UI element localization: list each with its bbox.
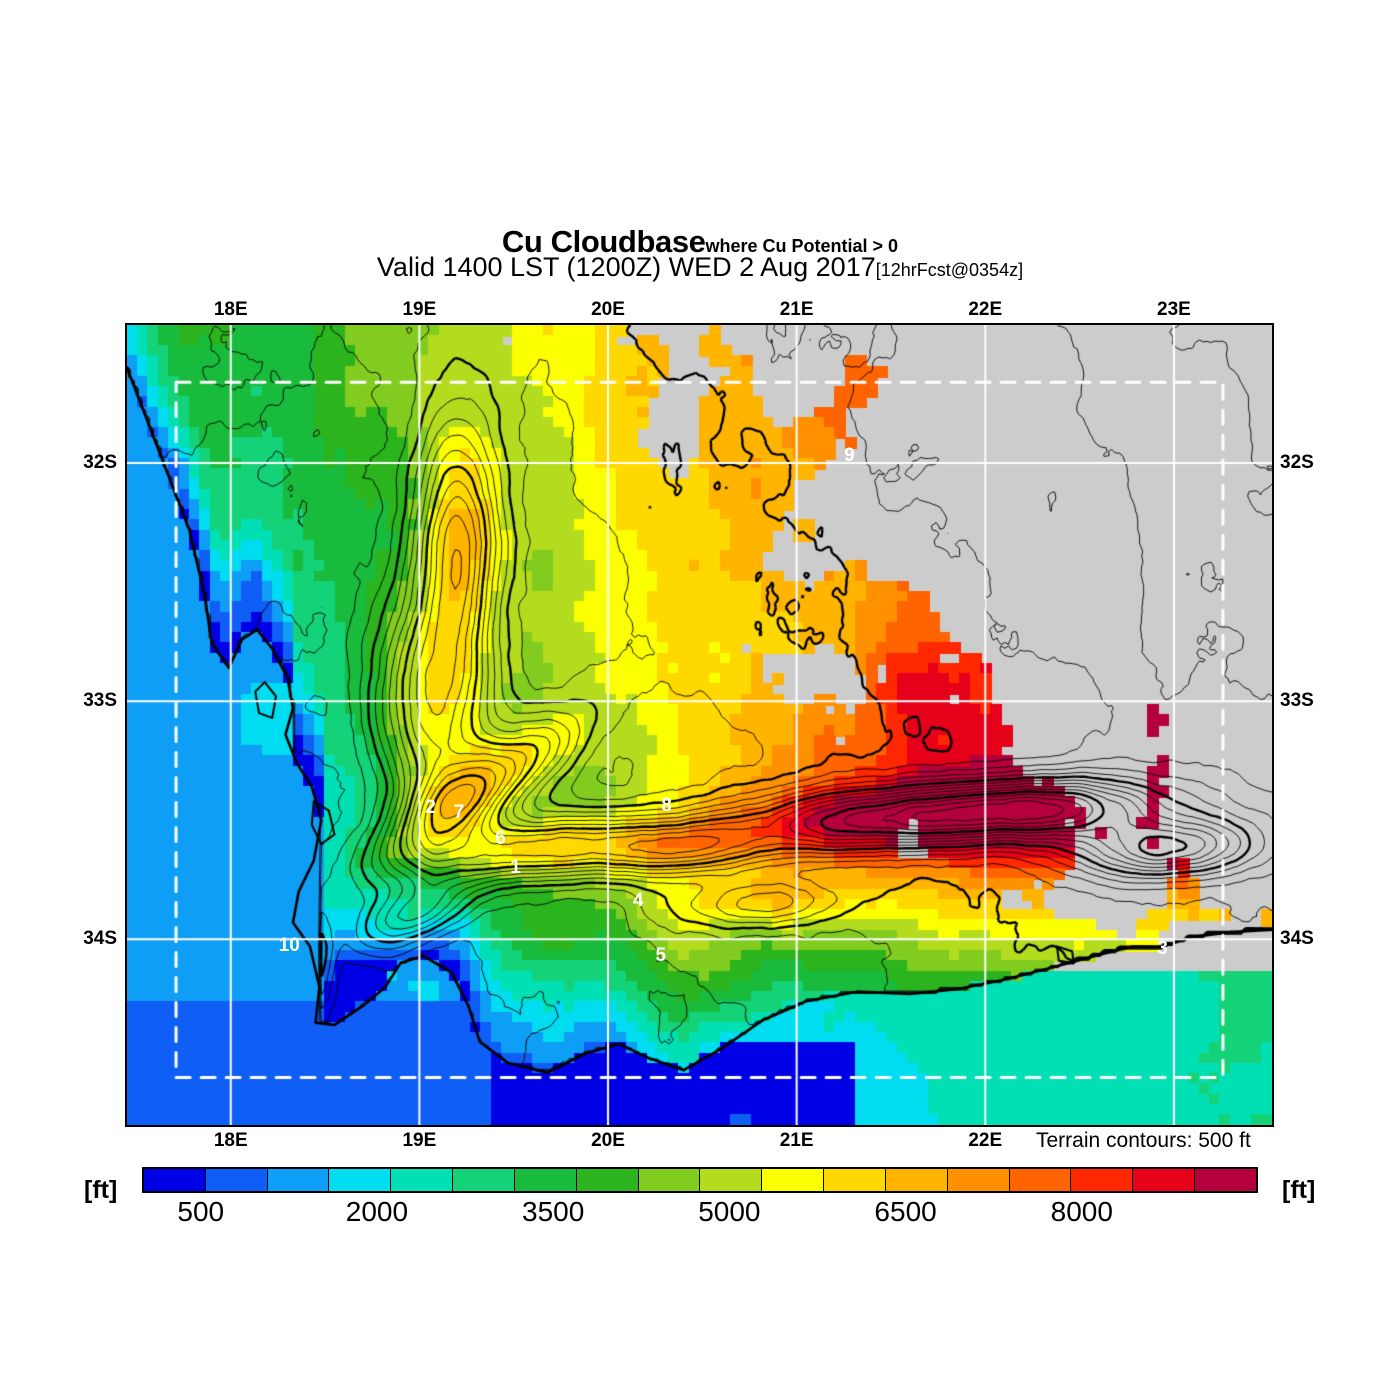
title-line-secondary: Valid 1400 LST (1200Z) WED 2 Aug 2017[12… <box>0 252 1400 283</box>
lat-tick-right-32S: 32S <box>1280 452 1314 474</box>
lon-tick-bottom-22E: 22E <box>968 1130 1003 1151</box>
colorbar-unit-left: [ft] <box>84 1176 118 1204</box>
valid-time-label: Valid 1400 LST (1200Z) WED 2 Aug 2017 <box>376 252 876 282</box>
colorbar-swatch-15[interactable] <box>1071 1169 1134 1191</box>
lon-tick-top-23E: 23E <box>1157 299 1191 320</box>
cloudbase-heatmap[interactable] <box>127 325 1272 1125</box>
colorbar-swatch-11[interactable] <box>824 1169 886 1191</box>
lon-tick-top-21E: 21E <box>779 299 814 320</box>
colorbar-swatch-14[interactable] <box>1009 1169 1072 1191</box>
map-panel[interactable] <box>125 323 1274 1127</box>
lat-tick-left-34S: 34S <box>83 928 117 950</box>
colorbar-tick-8000: 8000 <box>1050 1196 1113 1227</box>
colorbar-unit-right: [ft] <box>1282 1176 1316 1204</box>
station-label-10: 10 <box>278 935 300 957</box>
lat-tick-right-34S: 34S <box>1280 928 1314 950</box>
colorbar-swatch-16[interactable] <box>1133 1169 1196 1191</box>
colorbar-swatch-9[interactable] <box>700 1169 763 1191</box>
lon-tick-top-20E: 20E <box>591 299 625 320</box>
lon-tick-bottom-20E: 20E <box>591 1130 625 1151</box>
colorbar-swatch-6[interactable] <box>514 1169 577 1191</box>
lon-tick-top-22E: 22E <box>968 299 1003 320</box>
lat-tick-left-32S: 32S <box>83 452 117 474</box>
colorbar-tick-5000: 5000 <box>698 1196 761 1227</box>
colorbar-swatch-3[interactable] <box>329 1169 392 1191</box>
station-label-8: 8 <box>661 794 672 816</box>
colorbar-swatch-10[interactable] <box>762 1169 825 1191</box>
lon-tick-top-18E: 18E <box>213 299 248 320</box>
forecast-tag: [12hrFcst@0354z] <box>875 260 1024 280</box>
station-label-7: 7 <box>453 802 465 824</box>
terrain-contour-legend: Terrain contours: 500 ft <box>1036 1129 1251 1152</box>
colorbar-swatch-0[interactable] <box>144 1169 206 1191</box>
colorbar-swatch-1[interactable] <box>205 1169 268 1191</box>
colorbar[interactable] <box>142 1167 1258 1193</box>
station-label-3: 3 <box>1157 937 1168 959</box>
lon-tick-bottom-18E: 18E <box>213 1130 248 1151</box>
colorbar-swatch-13[interactable] <box>947 1169 1010 1191</box>
station-label-4: 4 <box>632 890 644 912</box>
lat-tick-right-33S: 33S <box>1280 690 1314 712</box>
colorbar-swatch-17[interactable] <box>1195 1169 1256 1191</box>
colorbar-tick-3500: 3500 <box>522 1196 585 1227</box>
title-condition: where Cu Potential > 0 <box>705 236 899 256</box>
colorbar-swatch-4[interactable] <box>391 1169 454 1191</box>
station-label-1: 1 <box>510 856 521 878</box>
lon-tick-top-19E: 19E <box>402 299 437 320</box>
colorbar-tick-500: 500 <box>177 1196 225 1227</box>
title-line-primary: Cu Cloudbasewhere Cu Potential > 0 <box>0 224 1400 260</box>
lat-tick-left-33S: 33S <box>83 690 117 712</box>
station-label-5: 5 <box>655 944 667 966</box>
station-label-9: 9 <box>844 444 855 466</box>
colorbar-swatch-12[interactable] <box>885 1169 948 1191</box>
colorbar-swatch-7[interactable] <box>576 1169 639 1191</box>
page-title: Cu Cloudbase <box>501 224 706 259</box>
colorbar-tick-2000: 2000 <box>345 1196 409 1227</box>
lon-tick-bottom-19E: 19E <box>402 1130 437 1151</box>
lon-tick-bottom-21E: 21E <box>779 1130 814 1151</box>
colorbar-swatch-8[interactable] <box>638 1169 701 1191</box>
colorbar-tick-6500: 6500 <box>874 1196 937 1227</box>
station-label-2: 2 <box>425 797 436 819</box>
colorbar-swatch-2[interactable] <box>267 1169 330 1191</box>
colorbar-swatch-5[interactable] <box>453 1169 515 1191</box>
station-label-6: 6 <box>495 828 506 850</box>
